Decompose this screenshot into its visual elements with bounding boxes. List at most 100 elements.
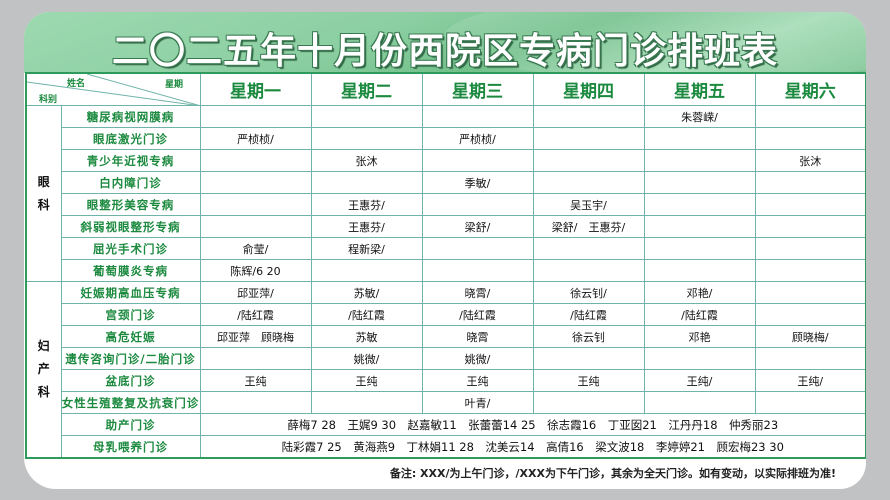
schedule-cell: 王纯/ bbox=[643, 369, 756, 392]
clinic-name: 宫颈门诊 bbox=[60, 303, 201, 326]
clinic-name: 白内障门诊 bbox=[60, 171, 201, 194]
day-header: 星期一 bbox=[199, 72, 312, 106]
schedule-cell: 严桢桢/ bbox=[199, 127, 312, 150]
table-row: 高危妊娠 邱亚萍 顾晓梅 苏敏 晓霄 徐云钊 邓艳 顾晓梅/ bbox=[26, 325, 866, 348]
schedule-cell bbox=[754, 215, 866, 238]
clinic-name: 眼底激光门诊 bbox=[60, 127, 201, 150]
schedule-cell: 姚微/ bbox=[310, 347, 423, 370]
schedule-cell bbox=[199, 193, 312, 216]
clinic-name: 高危妊娠 bbox=[60, 325, 201, 348]
name-label: 姓名 bbox=[67, 79, 86, 89]
schedule-cell bbox=[643, 171, 756, 194]
schedule-cell: 王纯 bbox=[421, 369, 534, 392]
schedule-cell bbox=[310, 259, 423, 282]
schedule-cell bbox=[199, 347, 312, 370]
schedule-cell bbox=[532, 237, 645, 260]
schedule-cell: 朱蓉嵘/ bbox=[643, 105, 756, 128]
schedule-cell: /陆红霞 bbox=[199, 303, 312, 326]
schedule-cell bbox=[643, 391, 756, 414]
clinic-name: 青少年近视专病 bbox=[60, 149, 201, 172]
schedule-cell bbox=[754, 391, 866, 414]
schedule-cell bbox=[199, 171, 312, 194]
schedule-cell bbox=[643, 149, 756, 172]
clinic-name: 糖尿病视网膜病 bbox=[60, 105, 201, 128]
schedule-cell: 王纯/ bbox=[754, 369, 866, 392]
schedule-cell bbox=[643, 347, 756, 370]
schedule-cell: 邱亚萍 顾晓梅 bbox=[199, 325, 312, 348]
schedule-cell: 苏敏 bbox=[310, 325, 423, 348]
schedule-cell: /陆红霞 bbox=[532, 303, 645, 326]
day-header: 星期三 bbox=[421, 72, 534, 106]
table-row: 青少年近视专病 张沐 张沐 bbox=[26, 149, 866, 172]
weekday-label: 星期 bbox=[165, 80, 184, 90]
schedule-cell bbox=[421, 193, 534, 216]
schedule-cell: 邓艳/ bbox=[643, 281, 756, 304]
schedule-cell bbox=[199, 391, 312, 414]
schedule-cell: /陆红霞 bbox=[643, 303, 756, 326]
title-banner: 二〇二五年十月份西院区专病门诊排班表 bbox=[24, 12, 866, 82]
table-row: 宫颈门诊/陆红霞/陆红霞/陆红霞/陆红霞/陆红霞 bbox=[26, 303, 866, 326]
schedule-cell: 梁舒/ bbox=[421, 215, 534, 238]
table-row: 妇产科 妊娠期高血压专病 邱亚萍/苏敏/晓霄/徐云钊/邓艳/ bbox=[25, 281, 866, 459]
schedule-cell: 陈辉/6 20 bbox=[199, 259, 312, 282]
day-header: 星期六 bbox=[754, 72, 866, 106]
schedule-cell bbox=[199, 215, 312, 238]
department-name: 眼科 bbox=[37, 174, 50, 212]
schedule-cell bbox=[532, 391, 645, 414]
table-row: 遗传咨询门诊/二胎门诊 姚微/姚微/ bbox=[26, 347, 866, 370]
schedule-cell bbox=[754, 281, 866, 304]
schedule-cell: 王纯 bbox=[199, 369, 312, 392]
schedule-card: 二〇二五年十月份西院区专病门诊排班表 姓名 星期 科别 星期一 星期二 星期三 … bbox=[24, 12, 866, 489]
schedule-cell: 邓艳 bbox=[643, 325, 756, 348]
schedule-cell: 苏敏/ bbox=[310, 281, 423, 304]
schedule-cell bbox=[754, 259, 866, 282]
schedule-cell bbox=[421, 237, 534, 260]
page-title: 二〇二五年十月份西院区专病门诊排班表 bbox=[111, 31, 778, 72]
schedule-cell: 梁舒/ 王惠芬/ bbox=[532, 215, 645, 238]
table-row: 眼科 糖尿病视网膜病 朱蓉嵘/ bbox=[25, 105, 866, 282]
schedule-cell bbox=[310, 105, 423, 128]
schedule-cell bbox=[199, 105, 312, 128]
table-row: 眼底激光门诊 严桢桢/严桢桢/ bbox=[26, 127, 866, 150]
schedule-cell: 张沐 bbox=[310, 149, 423, 172]
header-row: 姓名 星期 科别 星期一 星期二 星期三 星期四 星期五 星期六 bbox=[25, 72, 866, 106]
schedule-cell: 晓霄/ bbox=[421, 281, 534, 304]
schedule-cell bbox=[532, 347, 645, 370]
footnote: 备注: XXX/为上午门诊，/XXX为下午门诊，其余为全天门诊。如有变动，以实际… bbox=[389, 467, 836, 480]
day-header: 星期二 bbox=[310, 72, 423, 106]
table-row: 盆底门诊 王纯 王纯 王纯 王纯 王纯/王纯/ bbox=[26, 369, 866, 392]
schedule-cell bbox=[532, 149, 645, 172]
clinic-name: 助产门诊 bbox=[60, 413, 201, 436]
schedule-cell bbox=[421, 105, 534, 128]
clinic-name: 女性生殖整复及抗衰门诊 bbox=[60, 391, 201, 414]
schedule-cell: 徐云钊/ bbox=[532, 281, 645, 304]
table-row: 助产门诊 薛梅7 28 王娓9 30 赵嘉敏11 张蕾蕾14 25 徐志霞16 丁… bbox=[26, 413, 866, 436]
schedule-cell bbox=[754, 303, 866, 326]
schedule-cell: 俞莹/ bbox=[199, 237, 312, 260]
schedule-cell: 吴玉宇/ bbox=[532, 193, 645, 216]
table-row: 女性生殖整复及抗衰门诊 叶青/ bbox=[26, 391, 866, 414]
clinic-name: 遗传咨询门诊/二胎门诊 bbox=[60, 347, 201, 370]
schedule-cell bbox=[310, 127, 423, 150]
schedule-cell: 季敏/ bbox=[421, 171, 534, 194]
table-row: 葡萄膜炎专病 陈辉/6 20 bbox=[26, 259, 866, 282]
schedule-cell: /陆红霞 bbox=[421, 303, 534, 326]
department-cell: 眼科 bbox=[25, 105, 62, 282]
schedule-cell: 顾晓梅/ bbox=[754, 325, 866, 348]
schedule-cell bbox=[310, 391, 423, 414]
schedule-cell bbox=[199, 149, 312, 172]
schedule-cell: /陆红霞 bbox=[310, 303, 423, 326]
clinic-name: 盆底门诊 bbox=[60, 369, 201, 392]
schedule-cell bbox=[532, 127, 645, 150]
schedule-cell: 严桢桢/ bbox=[421, 127, 534, 150]
schedule-cell: 叶青/ bbox=[421, 391, 534, 414]
table-row: 屈光手术门诊 俞莹/程新梁/ bbox=[26, 237, 866, 260]
schedule-cell bbox=[643, 193, 756, 216]
schedule-cell bbox=[754, 127, 866, 150]
schedule-cell: 徐云钊 bbox=[532, 325, 645, 348]
schedule-cell bbox=[754, 171, 866, 194]
table-row: 斜弱视眼整形专病 王惠芬/梁舒/梁舒/ 王惠芬/ bbox=[26, 215, 866, 238]
table-row: 白内障门诊 季敏/ bbox=[26, 171, 866, 194]
schedule-cell bbox=[754, 347, 866, 370]
schedule-cell bbox=[532, 171, 645, 194]
